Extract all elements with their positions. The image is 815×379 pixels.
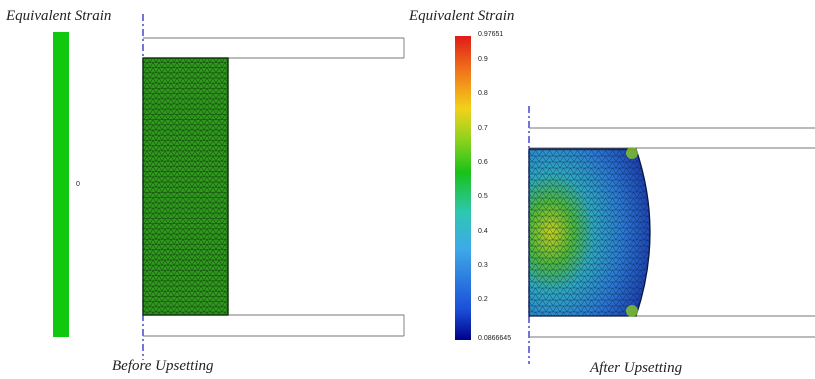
- colorbar-max-label: 0.97651: [478, 31, 504, 38]
- right-legend-title: Equivalent Strain: [409, 8, 515, 24]
- colorbar-tick-2: 0.7: [478, 125, 488, 132]
- top-die-left: [143, 37, 405, 59]
- colorbar-tick-7: 0.2: [478, 296, 488, 303]
- colorbar-tick-0: 0.9: [478, 56, 488, 63]
- right-colorbar: [455, 36, 471, 340]
- billet-after-mesh: [529, 149, 650, 316]
- billet-before: [142, 57, 229, 316]
- hotspot-top-corner: [626, 147, 638, 159]
- left-legend-bar: [53, 32, 69, 337]
- bottom-die-left: [143, 314, 405, 337]
- colorbar-tick-6: 0.3: [478, 262, 488, 269]
- colorbar-tick-4: 0.5: [478, 193, 488, 200]
- caption-before: Before Upsetting: [112, 358, 214, 374]
- colorbar-tick-1: 0.8: [478, 90, 488, 97]
- left-legend-value: 0: [76, 181, 80, 188]
- colorbar-min-label: 0.0866645: [478, 335, 512, 342]
- hotspot-bottom-corner: [626, 305, 638, 317]
- top-die-right: [529, 127, 815, 149]
- bottom-die-right: [529, 315, 815, 338]
- colorbar-tick-3: 0.6: [478, 159, 488, 166]
- caption-after: After Upsetting: [590, 360, 683, 376]
- left-legend-title: Equivalent Strain: [6, 8, 112, 24]
- colorbar-tick-5: 0.4: [478, 228, 488, 235]
